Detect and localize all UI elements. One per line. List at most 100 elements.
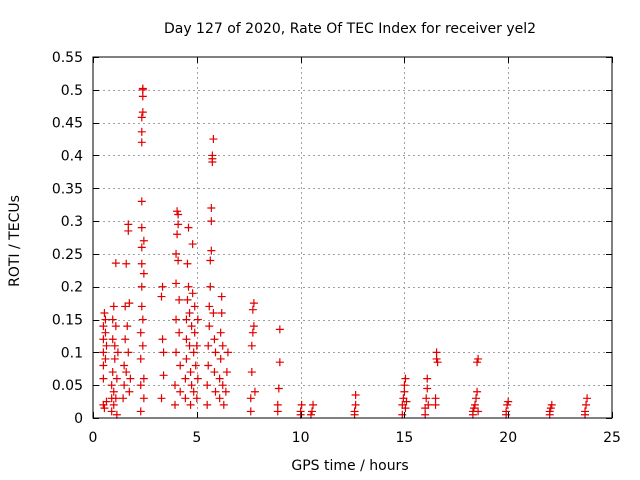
data-point [545,407,554,416]
data-point [139,236,148,245]
data-point [183,259,192,268]
data-point [423,384,432,393]
data-point [119,394,128,403]
data-point [217,292,226,301]
data-point [112,410,121,419]
data-point [424,400,433,409]
data-point [120,381,129,390]
data-point [192,341,201,350]
data-point [99,335,108,344]
data-point [159,348,168,357]
data-point [250,387,259,396]
data-point [137,243,146,252]
data-point [248,328,257,337]
data-point [474,354,483,363]
data-point [172,348,181,357]
data-point [218,381,227,390]
data-point [401,374,410,383]
data-point [547,400,556,409]
y-tick-label: 0.35 [52,181,83,197]
data-point [111,394,120,403]
data-point [296,407,305,416]
y-tick-label: 0.4 [61,148,83,164]
data-point [246,394,255,403]
data-point [210,335,219,344]
data-point [181,374,190,383]
data-point [215,394,224,403]
data-point [351,391,360,400]
data-point [432,348,441,357]
data-point [174,256,183,265]
data-point [102,341,111,350]
data-point [176,387,185,396]
y-tick-label: 0.1 [61,345,83,361]
x-axis-label: GPS time / hours [291,458,408,474]
data-point [174,210,183,219]
data-point [504,397,513,406]
data-point [172,315,181,324]
data-point [137,259,146,268]
data-point [101,315,110,324]
data-point [188,289,197,298]
data-point [401,404,410,413]
data-point [186,368,195,377]
data-point [207,246,216,255]
data-point [187,322,196,331]
data-point [205,322,214,331]
data-point [207,217,216,226]
data-point [137,282,146,291]
data-point [188,240,197,249]
data-point [138,108,147,117]
data-point [470,400,479,409]
data-point [100,404,109,413]
data-point [101,328,110,337]
data-point [473,358,482,367]
data-point [581,407,590,416]
data-point [137,113,146,122]
data-point [173,230,182,239]
data-point [159,371,168,380]
plot-frame [92,56,613,419]
data-point [110,354,119,363]
data-point [248,305,257,314]
data-point [157,394,166,403]
data-point [209,135,218,144]
data-point [204,361,213,370]
data-point [274,384,283,393]
data-point [138,341,147,350]
y-tick-label: 0.2 [61,280,83,296]
data-point [193,374,202,383]
y-tick-label: 0.05 [52,378,83,394]
data-point [208,151,217,160]
x-tick-label: 5 [192,430,201,446]
data-point [110,341,119,350]
x-tick-label: 25 [603,430,621,446]
data-point [111,259,120,268]
data-point [171,400,180,409]
data-point [211,387,220,396]
data-point [247,368,256,377]
data-point [189,348,198,357]
data-point [137,223,146,232]
data-point [176,361,185,370]
data-point [107,381,116,390]
data-point [182,354,191,363]
data-point [203,381,212,390]
data-point [174,220,183,229]
data-point [123,322,132,331]
data-point [423,374,432,383]
data-point [183,295,192,304]
data-point [210,368,219,377]
data-point [209,308,218,317]
data-point [249,322,258,331]
data-point [185,308,194,317]
x-tick-label: 10 [292,430,310,446]
data-point [275,325,284,334]
data-point [216,354,225,363]
data-point [223,348,232,357]
data-point [136,328,145,337]
data-point [192,394,201,403]
data-point [297,400,306,409]
data-point [101,354,110,363]
y-tick-label: 0 [74,411,83,427]
